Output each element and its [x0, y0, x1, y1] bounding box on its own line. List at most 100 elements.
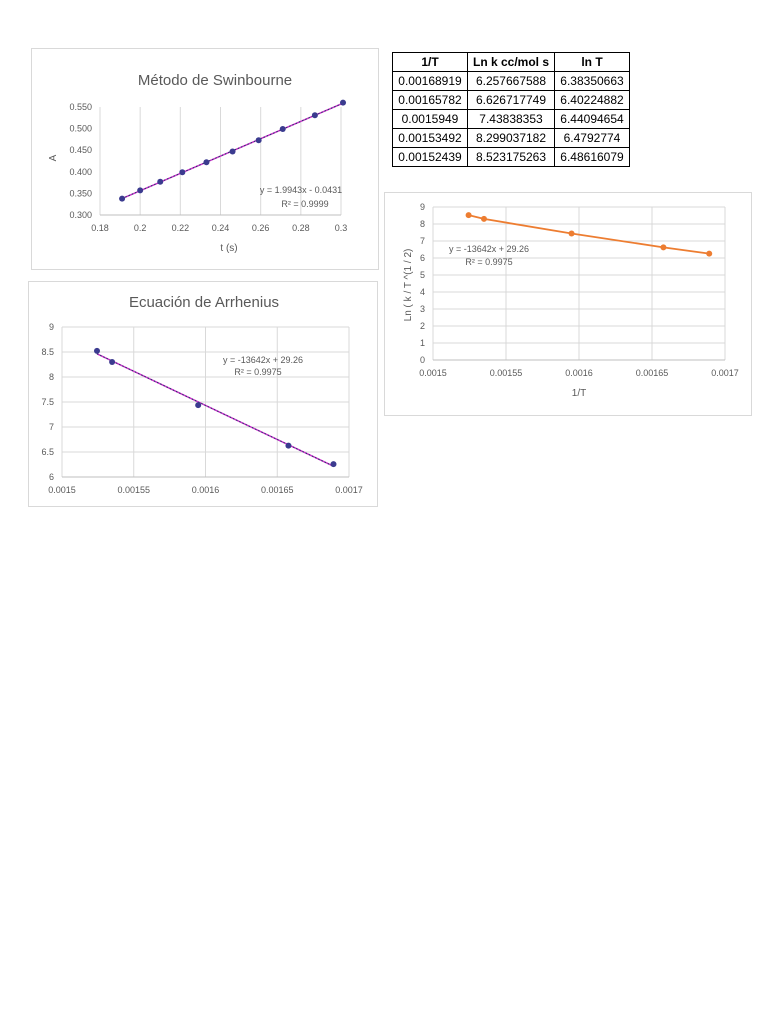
data-point [255, 137, 262, 144]
arrhenius-chart: Ecuación de Arrhenius 0.0015 0.00155 0.001… [28, 281, 378, 507]
chart-title: Método de Swinbourne [138, 72, 292, 89]
table-cell: 0.00165782 [392, 90, 468, 110]
table-row: 0.00153492 8.299037182 6.4792774 [392, 128, 630, 148]
y-axis-label: A [48, 154, 59, 161]
table-cell: 8.523175263 [467, 147, 555, 167]
x-tick-label: 0.22 [172, 223, 190, 233]
ln-k-plot: 0.0015 0.00155 0.0016 0.00165 0.0017 0 1 2 3 4 5 6… [403, 202, 739, 399]
data-point [340, 99, 347, 106]
x-tick-label: 0.24 [212, 223, 230, 233]
data-point [311, 112, 318, 119]
data-point [157, 178, 164, 185]
table-header-cell: Ln k cc/mol s [467, 52, 555, 72]
ln-k-chart: 0.0015 0.00155 0.0016 0.00165 0.0017 0 1 2 3 4 5 6… [384, 192, 752, 416]
data-point [179, 169, 186, 176]
x-tick-label: 0.0015 [419, 368, 447, 378]
table-row: 0.00152439 8.523175263 6.48616079 [392, 147, 630, 167]
trendline-equation: y = -13642x + 29.26 [223, 355, 303, 365]
data-point [285, 442, 292, 449]
y-tick-label: 8.5 [41, 347, 54, 357]
y-axis-label: Ln ( k / T ^(1 / 2) [403, 249, 414, 322]
table-cell: 8.299037182 [467, 128, 555, 148]
x-axis-label: 1/T [572, 388, 586, 399]
table-cell: 0.0015949 [392, 109, 468, 129]
y-tick-label: 0.350 [69, 188, 92, 198]
table-row: 0.00168919 6.257667588 6.38350663 [392, 71, 630, 91]
y-tick-label: 8 [420, 219, 425, 229]
x-axis-label: t (s) [220, 243, 237, 254]
y-tick-label: 2 [420, 321, 425, 331]
y-tick-label: 7 [420, 236, 425, 246]
y-tick-label: 6 [420, 253, 425, 263]
data-point [195, 402, 202, 409]
y-tick-label: 4 [420, 287, 425, 297]
chart-title: Ecuación de Arrhenius [129, 294, 279, 311]
table-cell: 6.44094654 [554, 109, 630, 129]
data-point [279, 126, 286, 133]
x-tick-label: 0.00155 [117, 485, 150, 495]
x-tick-label: 0.00165 [636, 368, 669, 378]
table-cell: 6.38350663 [554, 71, 630, 91]
data-point [137, 187, 144, 194]
y-tick-label: 0.450 [69, 145, 92, 155]
y-tick-label: 9 [49, 322, 54, 332]
table-header-row: 1/T Ln k cc/mol s ln T [392, 52, 630, 72]
trendline-equation: y = -13642x + 29.26 [449, 244, 529, 254]
y-tick-label: 0 [420, 355, 425, 365]
x-tick-label: 0.28 [292, 223, 310, 233]
trendline-r2: R² = 0.9999 [281, 199, 328, 209]
table-cell: 0.00152439 [392, 147, 468, 167]
trendline-r2: R² = 0.9975 [234, 367, 281, 377]
data-point [109, 359, 116, 366]
trendline-r2: R² = 0.9975 [465, 257, 512, 267]
data-point [93, 347, 100, 354]
table-cell: 6.257667588 [467, 71, 555, 91]
y-tick-label: 3 [420, 304, 425, 314]
table-cell: 0.00153492 [392, 128, 468, 148]
y-tick-label: 0.300 [69, 210, 92, 220]
data-point [119, 195, 126, 202]
table-cell: 6.48616079 [554, 147, 630, 167]
y-tick-label: 6.5 [41, 447, 54, 457]
x-tick-label: 0.3 [335, 223, 348, 233]
table-row: 0.00165782 6.626717749 6.40224882 [392, 90, 630, 110]
trendline-equation: y = 1.9943x - 0.0431 [260, 185, 342, 195]
y-tick-label: 7.5 [41, 397, 54, 407]
x-tick-label: 0.00165 [261, 485, 294, 495]
table-cell: 6.4792774 [554, 128, 630, 148]
data-table: 1/T Ln k cc/mol s ln T 0.00168919 6.2576… [392, 52, 630, 167]
table-header-cell: 1/T [392, 52, 468, 72]
data-point [465, 212, 472, 219]
x-tick-label: 0.0017 [335, 485, 363, 495]
y-tick-label: 1 [420, 338, 425, 348]
y-tick-label: 6 [49, 472, 54, 482]
y-tick-label: 0.550 [69, 102, 92, 112]
data-point [480, 215, 487, 222]
table-header-cell: ln T [554, 52, 630, 72]
swinbourne-plot: Método de Swinbourne 0.18 0.2 0.22 0.24 0.26… [48, 72, 348, 254]
x-tick-label: 0.0016 [192, 485, 220, 495]
data-point [706, 250, 713, 257]
x-tick-label: 0.26 [252, 223, 270, 233]
table-row: 0.0015949 7.43838353 6.44094654 [392, 109, 630, 129]
y-tick-label: 5 [420, 270, 425, 280]
table-cell: 6.40224882 [554, 90, 630, 110]
x-tick-label: 0.2 [134, 223, 147, 233]
swinbourne-chart: Método de Swinbourne 0.18 0.2 0.22 0.24 0.26… [31, 48, 379, 270]
table-cell: 6.626717749 [467, 90, 555, 110]
data-point [229, 148, 236, 155]
y-tick-label: 7 [49, 422, 54, 432]
x-tick-label: 0.18 [91, 223, 109, 233]
data-point [203, 159, 210, 166]
y-tick-label: 0.500 [69, 124, 92, 134]
y-tick-label: 0.400 [69, 167, 92, 177]
x-tick-label: 0.00155 [490, 368, 523, 378]
arrhenius-plot: Ecuación de Arrhenius 0.0015 0.00155 0.001… [41, 294, 363, 495]
x-tick-label: 0.0017 [711, 368, 739, 378]
data-point [568, 230, 575, 237]
y-tick-label: 8 [49, 372, 54, 382]
x-tick-label: 0.0016 [565, 368, 593, 378]
table-cell: 7.43838353 [467, 109, 555, 129]
data-point [330, 461, 337, 468]
data-point [660, 244, 667, 251]
